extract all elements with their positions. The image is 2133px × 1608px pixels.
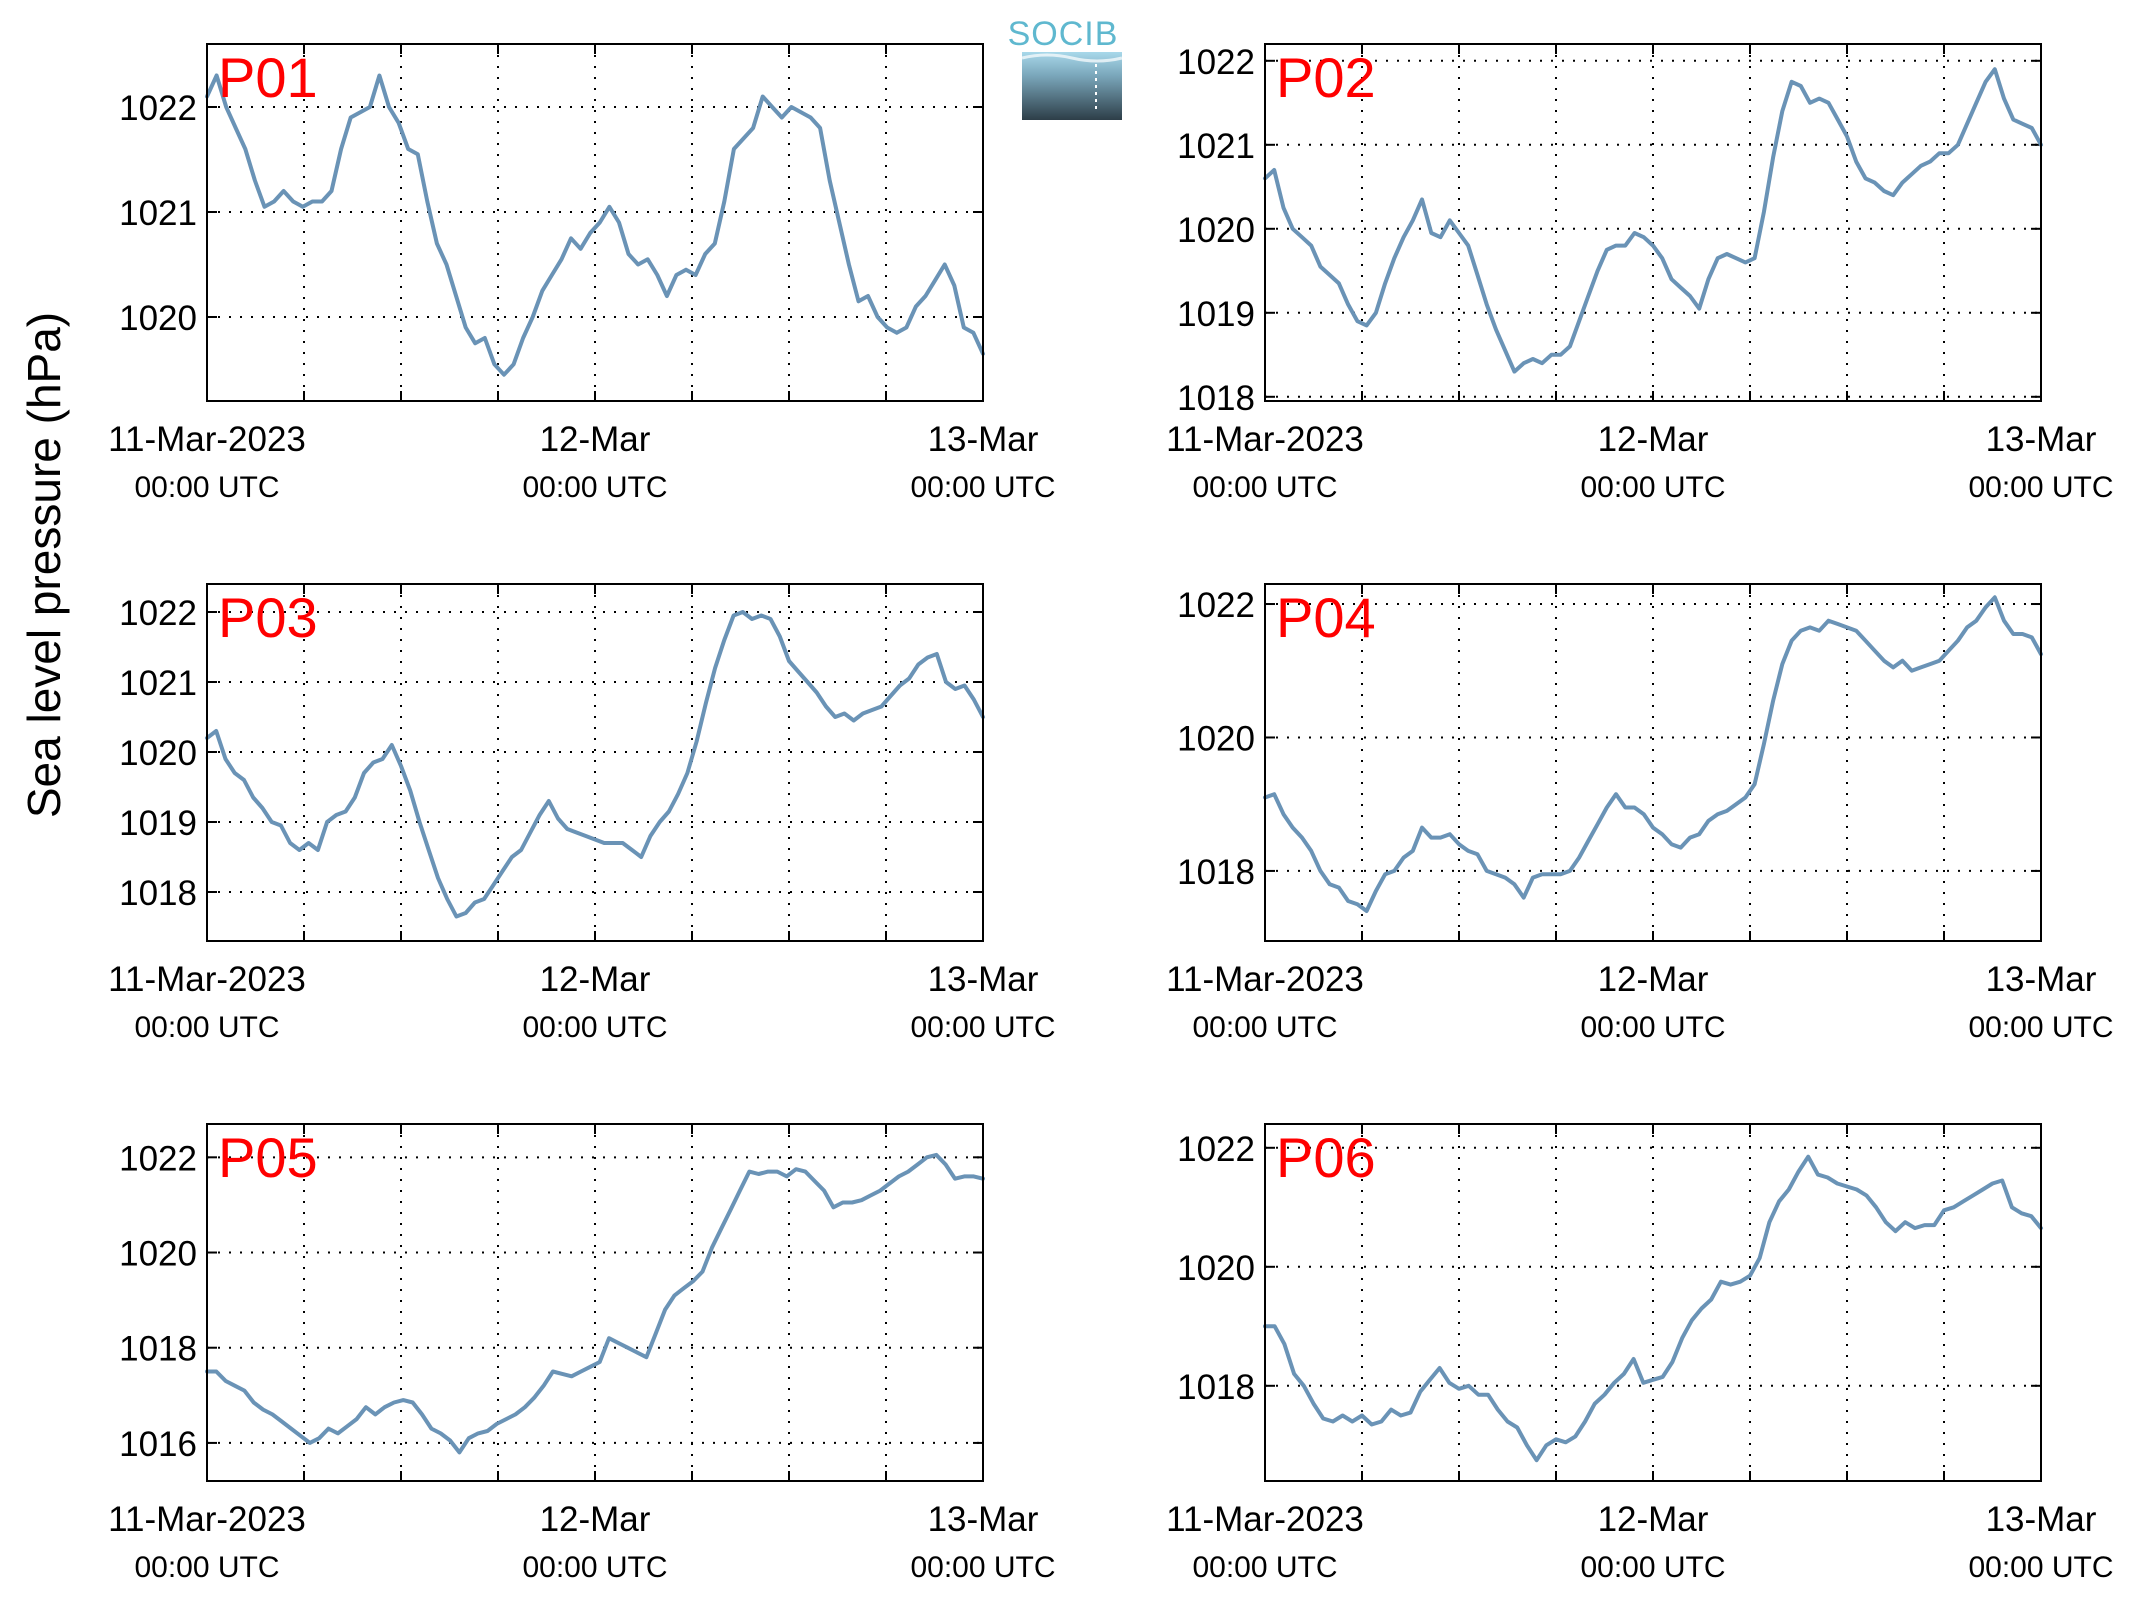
axes-frame xyxy=(1264,583,2042,942)
series-line xyxy=(1263,595,2043,913)
y-tick-label: 1018 xyxy=(1177,379,1255,418)
y-tick-label: 1018 xyxy=(119,1330,197,1369)
x-tick-label-time: 00:00 UTC xyxy=(1192,1551,1337,1584)
x-tick-label-time: 00:00 UTC xyxy=(910,471,1055,504)
x-tick-label-time: 00:00 UTC xyxy=(1580,1011,1725,1044)
x-tick-label-date: 13-Mar xyxy=(1986,420,2097,459)
x-tick-label-date: 11-Mar-2023 xyxy=(1166,960,1364,999)
x-tick-label-date: 13-Mar xyxy=(928,420,1039,459)
y-tick-label: 1018 xyxy=(119,874,197,913)
series-line xyxy=(205,73,985,377)
panel-p05: 1016 1018 1020 1022 11-Mar-2023 00:00 UTC 12-M… xyxy=(108,1123,1056,1584)
panel-label: P02 xyxy=(1276,46,1376,109)
socib-logo-text: SOCIB xyxy=(1008,15,1119,53)
x-tick-label-date: 12-Mar xyxy=(540,960,651,999)
x-tick-label-time: 00:00 UTC xyxy=(1192,471,1337,504)
x-tick-label-date: 12-Mar xyxy=(540,1500,651,1539)
x-tick-label-time: 00:00 UTC xyxy=(522,1551,667,1584)
x-tick-label-date: 12-Mar xyxy=(540,420,651,459)
x-tick-label-time: 00:00 UTC xyxy=(1580,471,1725,504)
y-tick-label: 1019 xyxy=(119,804,197,843)
series-line xyxy=(1263,1154,2043,1463)
x-tick-label-date: 12-Mar xyxy=(1598,1500,1709,1539)
panel-label: P01 xyxy=(218,46,318,109)
y-tick-label: 1022 xyxy=(119,89,197,128)
x-tick-label-date: 13-Mar xyxy=(928,960,1039,999)
x-tick-label-date: 13-Mar xyxy=(1986,1500,2097,1539)
panel-p01: 1020 1021 1022 11-Mar-2023 00:00 UTC 12-Mar 00… xyxy=(108,43,1056,504)
y-tick-label: 1020 xyxy=(119,299,197,338)
x-tick-label-date: 11-Mar-2023 xyxy=(108,960,306,999)
x-tick-label-time: 00:00 UTC xyxy=(134,1011,279,1044)
panel-p04: 1018 1020 1022 11-Mar-2023 00:00 UTC 12-Mar 00… xyxy=(1166,583,2114,1044)
x-tick-label-time: 00:00 UTC xyxy=(1968,1551,2113,1584)
x-tick-label-date: 12-Mar xyxy=(1598,420,1709,459)
x-tick-label-time: 00:00 UTC xyxy=(1968,1011,2113,1044)
panels: 1020 1021 1022 11-Mar-2023 00:00 UTC 12-Mar 00… xyxy=(108,43,2113,1584)
x-tick-label-time: 00:00 UTC xyxy=(910,1551,1055,1584)
y-tick-label: 1020 xyxy=(119,734,197,773)
panel-label: P06 xyxy=(1276,1126,1376,1189)
y-tick-label: 1018 xyxy=(1177,1368,1255,1407)
axes-frame xyxy=(206,43,984,402)
y-tick-label: 1020 xyxy=(1177,1249,1255,1288)
y-tick-label: 1022 xyxy=(1177,586,1255,625)
x-tick-label-time: 00:00 UTC xyxy=(910,1011,1055,1044)
y-tick-label: 1020 xyxy=(1177,211,1255,250)
y-tick-label: 1020 xyxy=(1177,719,1255,758)
x-tick-label-date: 11-Mar-2023 xyxy=(1166,420,1364,459)
panel-p06: 1018 1020 1022 11-Mar-2023 00:00 UTC 12-Mar 00… xyxy=(1166,1123,2114,1584)
x-tick-label-date: 13-Mar xyxy=(1986,960,2097,999)
x-tick-label-time: 00:00 UTC xyxy=(522,471,667,504)
x-tick-label-time: 00:00 UTC xyxy=(1580,1551,1725,1584)
x-tick-label-date: 11-Mar-2023 xyxy=(1166,1500,1364,1539)
series-line xyxy=(205,1152,985,1455)
axes-frame xyxy=(206,583,984,942)
x-tick-label-time: 00:00 UTC xyxy=(522,1011,667,1044)
panel-label: P03 xyxy=(218,586,318,649)
series-line xyxy=(205,610,985,919)
x-tick-label-date: 12-Mar xyxy=(1598,960,1709,999)
x-tick-label-time: 00:00 UTC xyxy=(134,1551,279,1584)
x-tick-label-date: 11-Mar-2023 xyxy=(108,1500,306,1539)
socib-logo-block xyxy=(1022,52,1122,120)
y-tick-label: 1018 xyxy=(1177,853,1255,892)
x-tick-label-date: 13-Mar xyxy=(928,1500,1039,1539)
socib-logo: SOCIB xyxy=(1008,15,1123,120)
x-tick-label-time: 00:00 UTC xyxy=(1968,471,2113,504)
y-tick-label: 1016 xyxy=(119,1425,197,1464)
axes-frame xyxy=(206,1123,984,1482)
axes-frame xyxy=(1264,1123,2042,1482)
x-tick-label-time: 00:00 UTC xyxy=(1192,1011,1337,1044)
panel-label: P04 xyxy=(1276,586,1376,649)
x-tick-label-time: 00:00 UTC xyxy=(134,471,279,504)
panel-label: P05 xyxy=(218,1126,318,1189)
panel-p03: 1018 1019 1020 1021 1022 11-Mar-2023 00:00 UTC… xyxy=(108,583,1056,1044)
y-tick-label: 1022 xyxy=(119,594,197,633)
y-tick-label: 1022 xyxy=(1177,1130,1255,1169)
y-tick-label: 1021 xyxy=(119,664,197,703)
y-tick-label: 1022 xyxy=(119,1139,197,1178)
panel-p02: 1018 1019 1020 1021 1022 11-Mar-2023 00:00 UTC… xyxy=(1166,43,2113,504)
axes-frame xyxy=(1264,43,2042,402)
y-tick-label: 1021 xyxy=(119,194,197,233)
series-line xyxy=(1263,67,2043,374)
y-tick-label: 1019 xyxy=(1177,295,1255,334)
x-tick-label-date: 11-Mar-2023 xyxy=(108,420,306,459)
y-tick-label: 1021 xyxy=(1177,127,1255,166)
y-tick-label: 1020 xyxy=(119,1235,197,1274)
y-axis-label: Sea level pressure (hPa) xyxy=(18,312,70,818)
y-tick-label: 1022 xyxy=(1177,43,1255,82)
